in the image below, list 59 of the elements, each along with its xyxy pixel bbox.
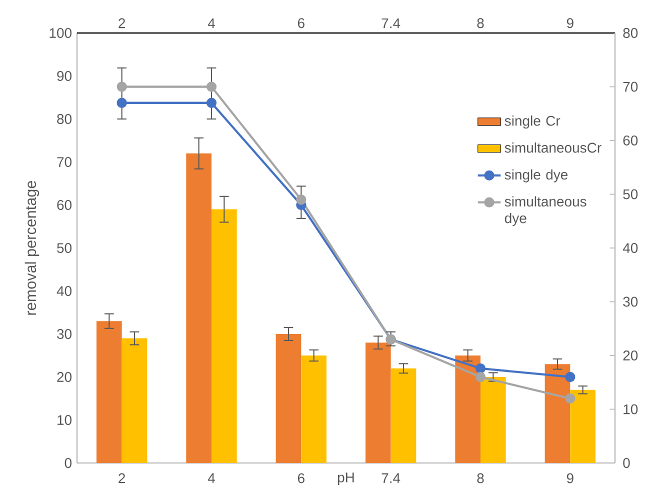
y2-tick-label: 10 xyxy=(624,404,638,414)
y2-tick-label: 0 xyxy=(623,458,630,468)
category-label: 9 xyxy=(566,473,574,484)
y2-tick-label: 70 xyxy=(623,82,638,92)
category-label: 4 xyxy=(208,473,215,483)
y-tick-label: 60 xyxy=(57,200,72,210)
y-tick-label: 90 xyxy=(57,71,72,81)
y2-tick-label: 60 xyxy=(623,136,638,146)
y2-tick-label: 50 xyxy=(623,189,638,200)
point xyxy=(296,194,306,205)
y-tick-label: 0 xyxy=(64,458,72,468)
y-tick-label: 70 xyxy=(57,157,72,167)
bar xyxy=(276,334,302,463)
bar xyxy=(480,377,506,463)
point xyxy=(116,98,127,108)
legend-label: simultaneousCr xyxy=(504,142,602,153)
y-tick-label: 40 xyxy=(56,286,72,296)
bar xyxy=(186,153,212,463)
x-tick-label: 8 xyxy=(477,18,484,28)
bar xyxy=(212,209,237,463)
x-tick-label: 9 xyxy=(566,18,574,28)
bar xyxy=(544,364,570,463)
y-tick-label: 50 xyxy=(57,243,72,253)
point xyxy=(206,98,217,108)
y-tick-label: 100 xyxy=(50,28,72,38)
category-label: 6 xyxy=(298,473,304,484)
y2-tick-label: 20 xyxy=(623,350,638,360)
bar xyxy=(301,355,326,463)
legend-label: single dye xyxy=(504,169,568,182)
category-label: 7.4 xyxy=(382,473,400,483)
category-label: 2 xyxy=(118,473,126,484)
x-axis-title: pH xyxy=(338,472,354,486)
point xyxy=(475,363,486,374)
x-tick-label: 7.4 xyxy=(382,18,400,28)
bar xyxy=(455,355,480,463)
y-axis-title: removal percentage xyxy=(24,180,40,315)
y2-tick-label: 40 xyxy=(622,243,638,253)
y-tick-label: 80 xyxy=(57,114,72,124)
y-tick-label: 30 xyxy=(57,329,72,339)
y2-tick-label: 30 xyxy=(623,296,638,307)
y2-tick-label: 80 xyxy=(623,28,638,38)
category-label: 8 xyxy=(477,473,484,484)
point xyxy=(116,82,127,92)
point xyxy=(206,82,217,92)
bar xyxy=(390,368,416,463)
point xyxy=(475,372,486,382)
y-tick-label: 20 xyxy=(57,372,72,382)
legend-label: simultaneous dye xyxy=(504,196,586,226)
legend-label: single Cr xyxy=(504,116,560,129)
x-tick-label: 6 xyxy=(298,18,304,28)
x-tick-label: 2 xyxy=(118,18,126,28)
bar xyxy=(122,338,148,463)
point xyxy=(565,372,576,382)
bar xyxy=(96,321,122,463)
bar xyxy=(366,342,391,463)
bar xyxy=(570,390,596,463)
point xyxy=(565,393,576,404)
y-tick-label: 10 xyxy=(58,415,72,425)
x-tick-label: 4 xyxy=(208,18,215,28)
